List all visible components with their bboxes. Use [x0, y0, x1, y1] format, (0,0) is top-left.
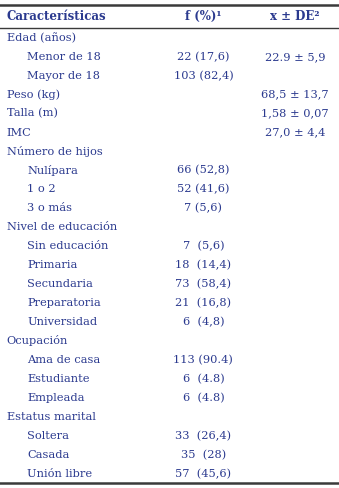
Text: 18  (14,4): 18 (14,4): [175, 260, 232, 270]
Text: Peso (kg): Peso (kg): [7, 89, 60, 100]
Text: Nivel de educación: Nivel de educación: [7, 223, 117, 232]
Text: Primaria: Primaria: [27, 260, 78, 270]
Text: 22.9 ± 5,9: 22.9 ± 5,9: [265, 52, 325, 61]
Text: Talla (m): Talla (m): [7, 108, 58, 119]
Text: Mayor de 18: Mayor de 18: [27, 71, 100, 81]
Text: 68,5 ± 13,7: 68,5 ± 13,7: [261, 90, 329, 100]
Text: IMC: IMC: [7, 127, 32, 138]
Text: x ± DE²: x ± DE²: [270, 10, 320, 23]
Text: 22 (17,6): 22 (17,6): [177, 52, 230, 62]
Text: 33  (26,4): 33 (26,4): [175, 430, 232, 441]
Text: 113 (90.4): 113 (90.4): [174, 355, 233, 365]
Text: 1,58 ± 0,07: 1,58 ± 0,07: [261, 109, 329, 119]
Text: 57  (45,6): 57 (45,6): [175, 468, 232, 479]
Text: f (%)¹: f (%)¹: [185, 10, 222, 23]
Text: Menor de 18: Menor de 18: [27, 52, 101, 61]
Text: Ama de casa: Ama de casa: [27, 355, 100, 365]
Text: 6  (4,8): 6 (4,8): [183, 317, 224, 327]
Text: Ocupación: Ocupación: [7, 335, 68, 346]
Text: 103 (82,4): 103 (82,4): [174, 70, 233, 81]
Text: Estudiante: Estudiante: [27, 374, 89, 384]
Text: 6  (4.8): 6 (4.8): [182, 374, 224, 384]
Text: Características: Características: [7, 10, 106, 23]
Text: 7 (5,6): 7 (5,6): [184, 203, 222, 214]
Text: Empleada: Empleada: [27, 393, 85, 403]
Text: 21  (16,8): 21 (16,8): [175, 298, 232, 308]
Text: Unión libre: Unión libre: [27, 468, 92, 479]
Text: 73  (58,4): 73 (58,4): [175, 279, 232, 289]
Text: 3 o más: 3 o más: [27, 203, 72, 213]
Text: 52 (41,6): 52 (41,6): [177, 184, 230, 195]
Text: 35  (28): 35 (28): [181, 449, 226, 460]
Text: Preparatoria: Preparatoria: [27, 298, 101, 308]
Text: 66 (52,8): 66 (52,8): [177, 165, 230, 176]
Text: Soltera: Soltera: [27, 431, 69, 441]
Text: 27,0 ± 4,4: 27,0 ± 4,4: [265, 127, 325, 138]
Text: 1 o 2: 1 o 2: [27, 184, 56, 194]
Text: Nulípara: Nulípara: [27, 165, 78, 176]
Text: Universidad: Universidad: [27, 317, 97, 327]
Text: Secundaria: Secundaria: [27, 279, 93, 289]
Text: Edad (años): Edad (años): [7, 33, 76, 43]
Text: Estatus marital: Estatus marital: [7, 412, 96, 422]
Text: Número de hijos: Número de hijos: [7, 146, 102, 157]
Text: 7  (5,6): 7 (5,6): [183, 241, 224, 251]
Text: Casada: Casada: [27, 450, 69, 460]
Text: 6  (4.8): 6 (4.8): [182, 393, 224, 403]
Text: Sin educación: Sin educación: [27, 241, 108, 251]
